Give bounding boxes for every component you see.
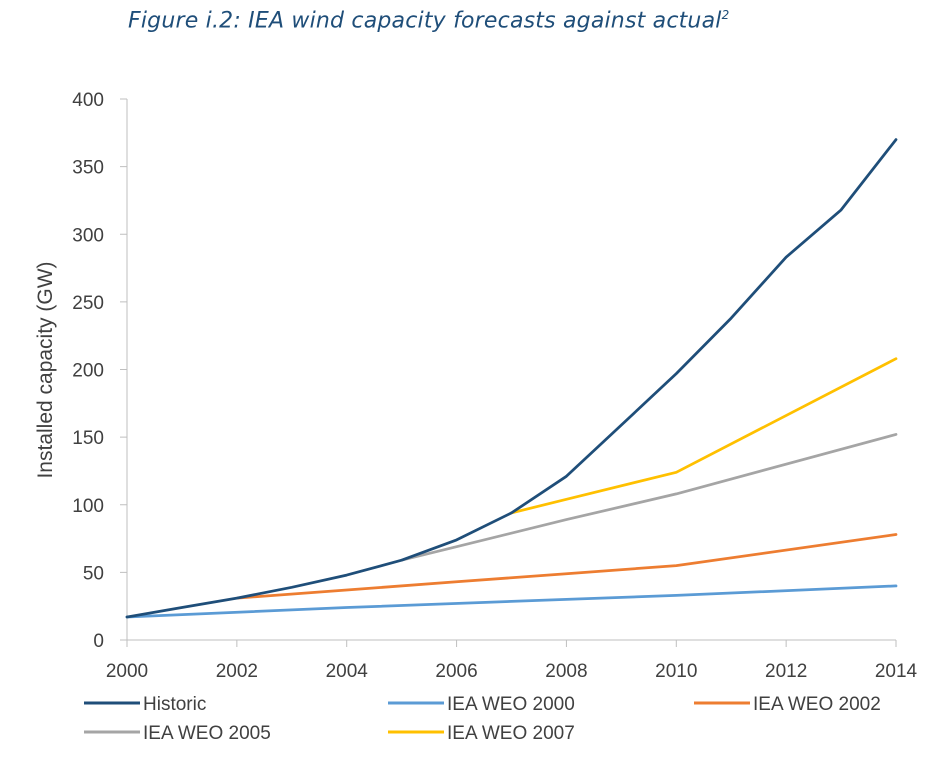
footnote-marker: 2 [721,8,730,22]
y-tick-label: 350 [72,158,104,179]
y-tick-label: 200 [72,361,104,382]
axes: 0 50 100 150 200 250 300 350 400 2000 2002 2004 2006… [72,90,917,682]
series-line-historic [125,138,898,619]
legend-item-historic: Historic [84,694,206,715]
legend-label: IEA WEO 2005 [143,723,271,744]
legend-item-iea-weo-2000: IEA WEO 2000 [388,694,575,715]
y-tick-label: 50 [83,563,104,584]
legend-label: IEA WEO 2000 [447,694,575,715]
x-tick-label: 2004 [326,661,369,682]
legend-label: IEA WEO 2002 [753,694,881,715]
y-tick-label: 300 [72,225,104,246]
y-axis-title: Installed capacity (GW) [34,261,57,478]
x-tick-label: 2014 [875,661,918,682]
series-lines [125,138,898,619]
x-tick-label: 2010 [655,661,697,682]
legend-label: IEA WEO 2007 [447,723,575,744]
x-tick-label: 2000 [106,661,148,682]
series-line-iea-weo-2002 [235,533,898,600]
x-tick-label: 2012 [765,661,807,682]
y-tick-label: 0 [93,631,104,652]
y-tick-label: 400 [72,90,104,111]
figure-title: Figure i.2: IEA wind capacity forecasts … [128,8,729,33]
y-tick-label: 250 [72,293,104,314]
legend: Historic IEA WEO 2000 IEA WEO 2002 IEA WEO … [84,694,881,744]
legend-item-iea-weo-2007: IEA WEO 2007 [388,723,575,744]
x-tick-label: 2006 [435,661,477,682]
x-tick-label: 2008 [545,661,587,682]
x-tick-label: 2002 [216,661,258,682]
legend-label: Historic [143,694,206,715]
figure-title-text: Figure i.2: IEA wind capacity forecasts … [128,8,722,34]
series-line-iea-weo-2007 [510,357,898,515]
legend-item-iea-weo-2005: IEA WEO 2005 [84,723,271,744]
series-line-iea-weo-2000 [125,584,898,619]
y-tick-label: 150 [72,428,104,449]
series-line-iea-weo-2005 [400,433,898,562]
y-tick-label: 100 [72,496,104,517]
legend-item-iea-weo-2002: IEA WEO 2002 [694,694,881,715]
